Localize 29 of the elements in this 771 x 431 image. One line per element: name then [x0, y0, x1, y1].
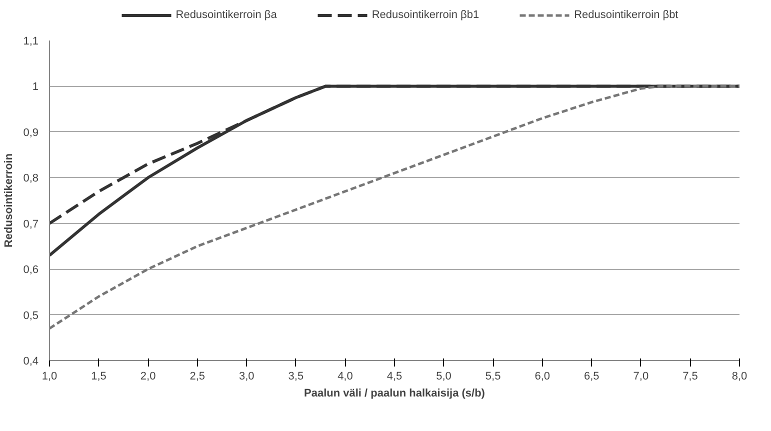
x-tick-label: 3,5 — [288, 370, 304, 382]
x-tick-label: 7,0 — [633, 370, 649, 382]
x-tick-label: 6,0 — [534, 370, 550, 382]
x-tick-label: 1,5 — [91, 370, 106, 382]
x-tick-label: 5,0 — [436, 370, 452, 382]
y-tick-label: 0,9 — [23, 126, 39, 139]
y-tick-label: 0,4 — [23, 356, 39, 368]
x-tick-label: 3,0 — [238, 370, 254, 382]
legend-label: Redusointikerroin βbt — [574, 9, 678, 21]
x-tick-label: 8,0 — [732, 370, 748, 382]
y-tick-label: 0,8 — [23, 172, 39, 185]
x-tick-label: 6,5 — [584, 370, 600, 382]
x-tick-label: 1,0 — [42, 370, 58, 382]
y-tick-label: 1 — [32, 81, 39, 94]
y-tick-label: 0,5 — [23, 310, 39, 322]
line-series — [50, 84, 740, 330]
y-axis-title: Redusointikerroin — [3, 153, 16, 248]
x-axis-title: Paalun väli / paalun halkaisija (s/b) — [304, 388, 486, 400]
x-tick-label: 2,5 — [190, 370, 206, 382]
y-tick-label: 0,7 — [23, 218, 39, 230]
x-tick-label: 2,0 — [140, 370, 156, 382]
x-tick-label: 5,5 — [485, 370, 501, 382]
x-tick-label: 7,5 — [682, 370, 698, 382]
x-tick-label: 4,0 — [338, 370, 353, 382]
x-tick-label: 4,5 — [386, 370, 402, 382]
legend-label: Redusointikerroin βa — [176, 9, 277, 21]
legend-label: Redusointikerroin βb1 — [372, 9, 480, 21]
y-tick-label: 1,1 — [23, 36, 39, 48]
y-tick-label: 0,6 — [23, 264, 39, 276]
